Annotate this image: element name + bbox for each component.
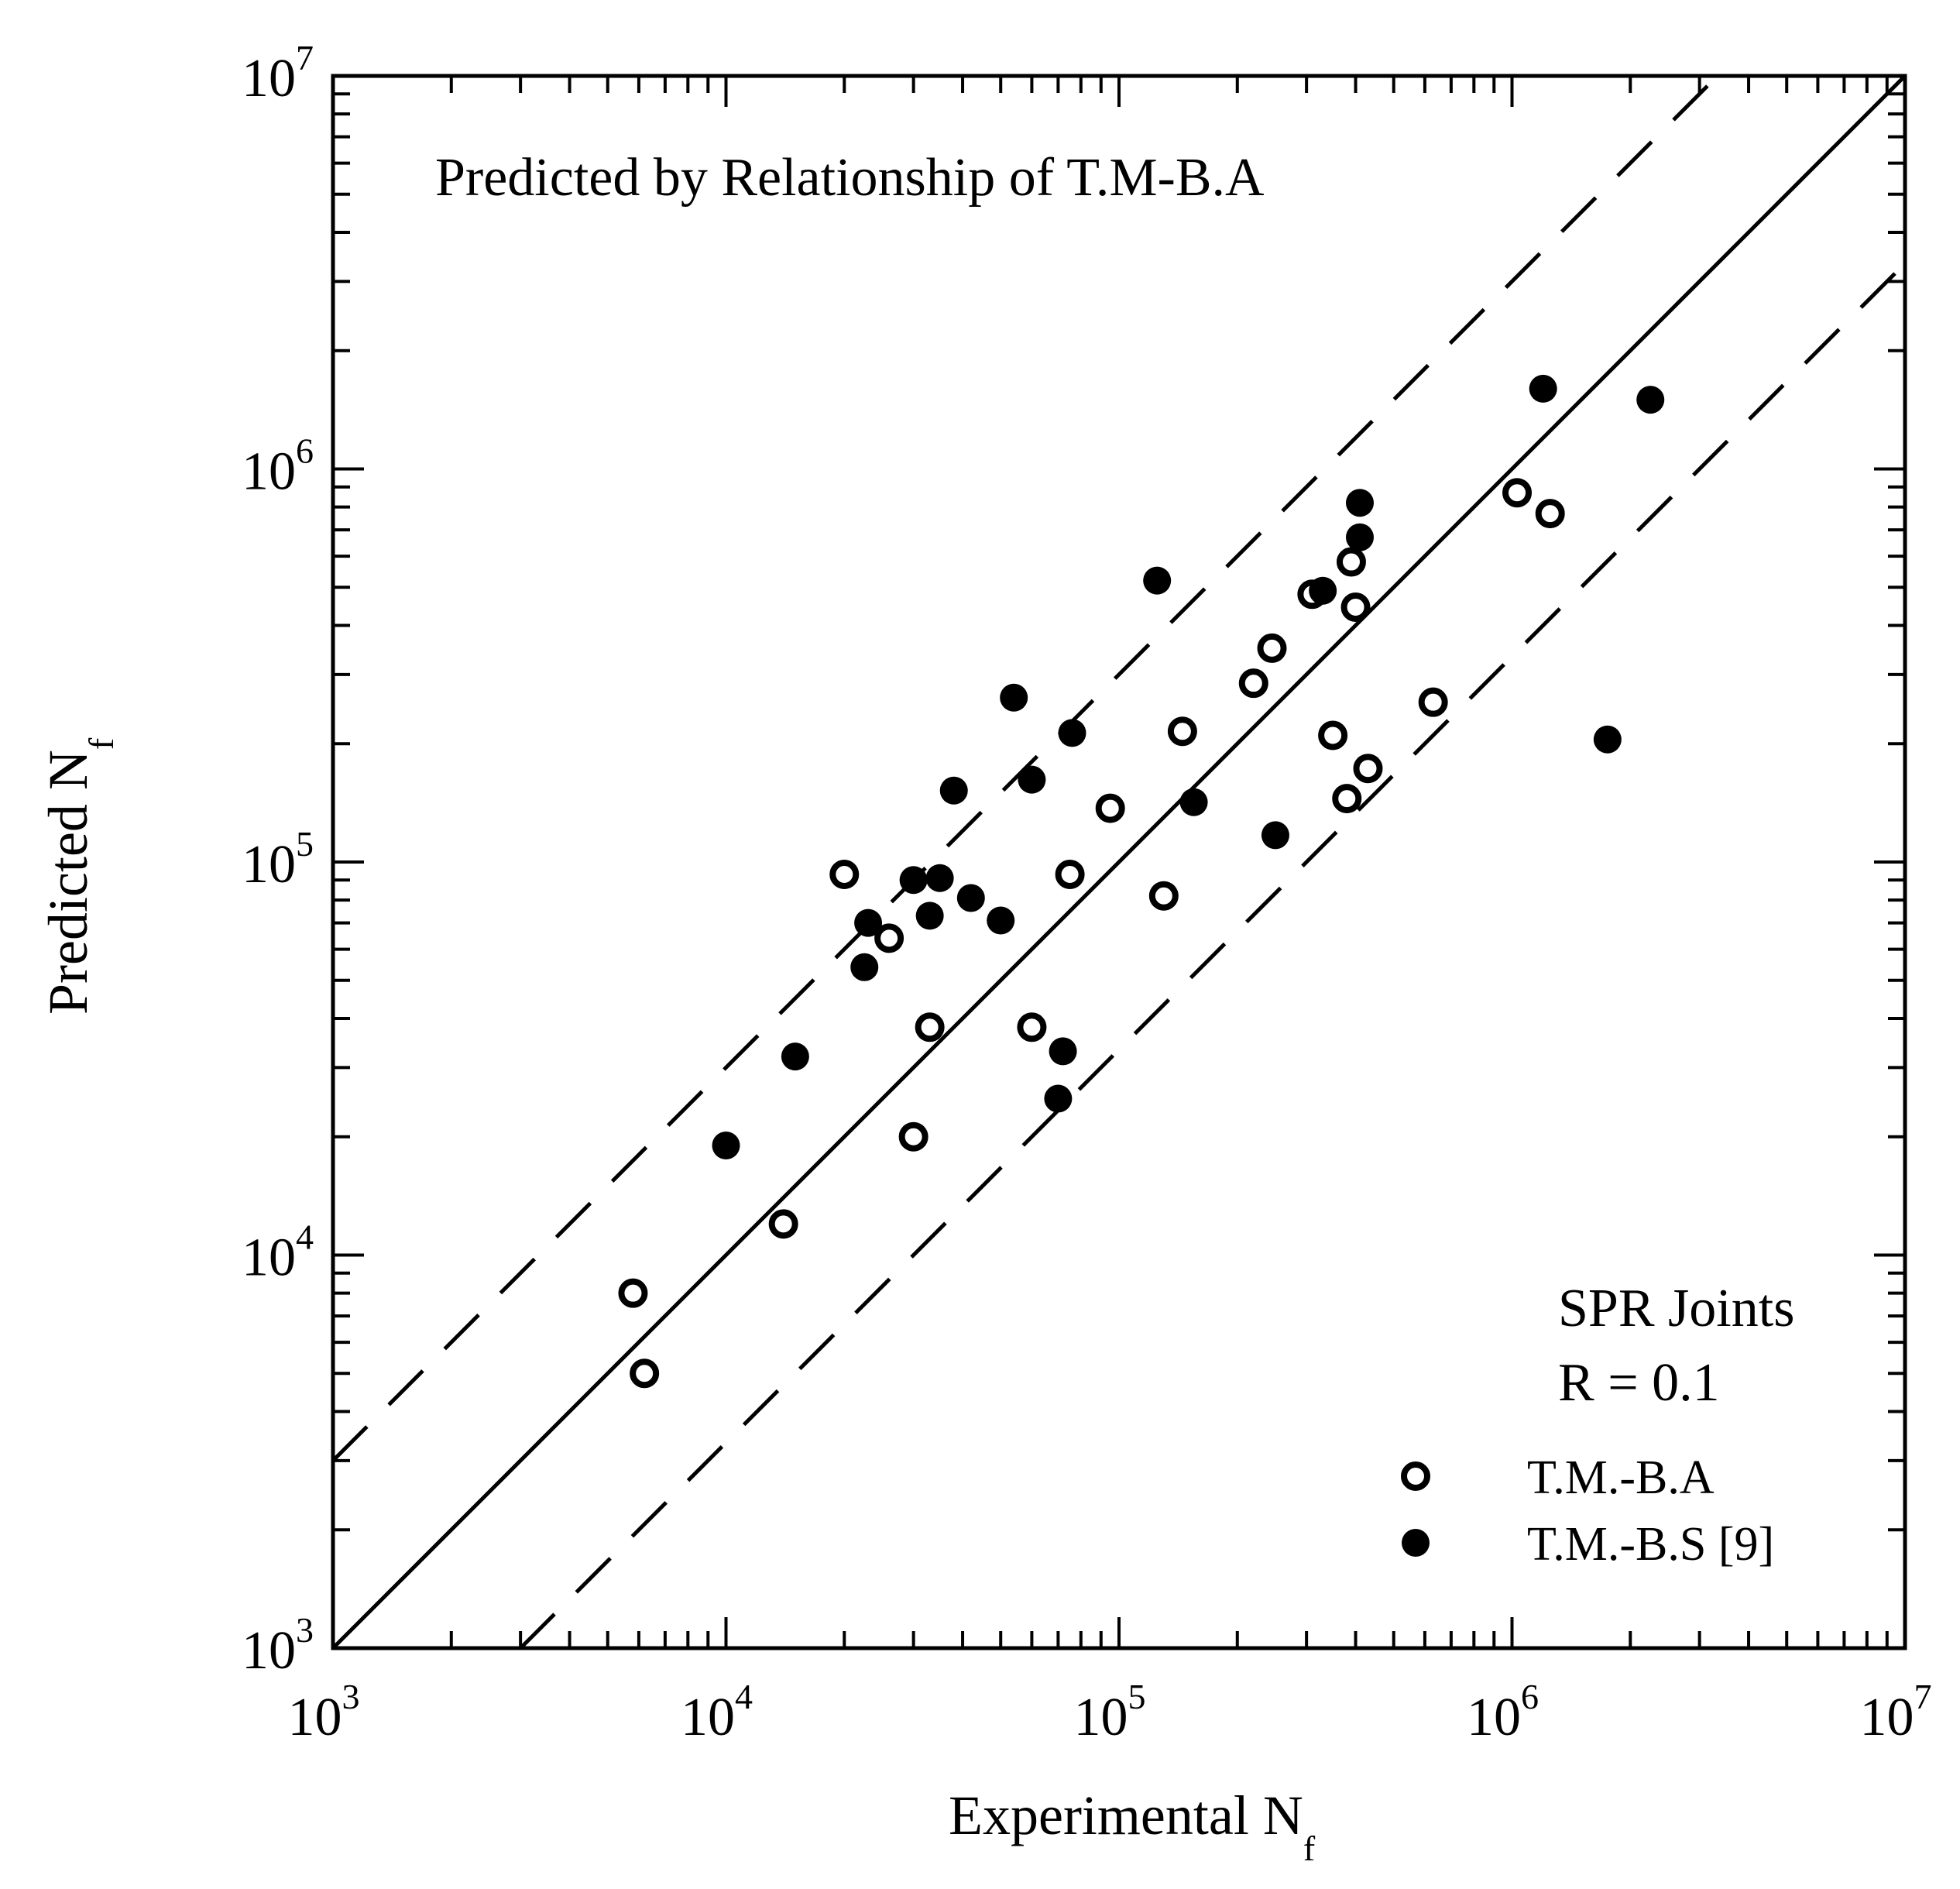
x-tick-label: 107 [1860,1677,1932,1747]
data-point-filled [956,884,985,912]
data-point-filled [1058,719,1086,747]
legend-label-tmbs: T.M.-B.S [9] [1527,1518,1774,1571]
data-point-filled [1529,374,1557,403]
data-point-open [829,859,860,889]
data-point-filled [1179,788,1208,816]
data-point-filled [915,902,944,930]
data-point-open [915,1012,945,1042]
data-point-open [768,1209,798,1239]
data-point-filled [1309,576,1337,605]
data-point-open [1148,881,1179,911]
x-tick-label: 105 [1074,1677,1146,1747]
data-point-filled [854,908,883,937]
y-tick-label: 107 [242,38,314,108]
y-tick-label: 106 [242,431,314,502]
legend-marker-filled-circle [1402,1529,1430,1557]
data-point-filled [987,906,1015,935]
factor-band-line [519,262,1907,1650]
data-point-open [1017,1012,1047,1042]
x-tick-label: 104 [681,1677,753,1747]
data-point-open [874,923,904,953]
chart-annotation: Predicted by Relationship of T.M-B.A [435,148,1265,208]
x-axis-label-main: Experimental N [949,1784,1303,1846]
data-point-open [1418,687,1448,717]
data-point-open [618,1278,648,1308]
data-point-open [1318,720,1348,750]
data-point-open [1336,547,1366,577]
line-of-equality [331,74,1907,1650]
legend: SPR Joints R = 0.1 T.M.-B.A T.M.-B.S [9] [1401,1279,1794,1571]
data-point-open [1535,499,1565,529]
x-tick-labels: 103 104 105 106 107 [288,1677,1932,1747]
data-point-open [1340,592,1371,622]
data-point-filled [1345,489,1374,517]
y-axis-label: Predicted Nf [37,737,121,1015]
series-tmbs [712,374,1665,1160]
y-tick-labels: 103 104 105 106 107 [242,38,314,1681]
x-axis-label-subscript: f [1303,1829,1316,1868]
data-point-filled [1636,386,1665,414]
x-tick-label: 106 [1467,1677,1539,1747]
data-point-filled [1593,725,1622,754]
data-point-filled [899,866,928,895]
data-point-open [898,1121,929,1152]
y-axis-label-main: Predicted N [37,750,99,1015]
data-point-open [1167,716,1197,747]
data-point-filled [939,776,968,805]
data-point-open [1257,633,1287,663]
data-point-open [630,1358,660,1389]
data-point-filled [781,1042,809,1071]
data-point-filled [925,864,954,892]
data-point-open [1502,478,1533,508]
data-point-filled [712,1132,740,1160]
data-point-open [1095,793,1125,823]
data-point-filled [1143,566,1172,595]
y-tick-label: 105 [242,824,314,895]
data-point-open [1353,754,1383,784]
legend-header-line-1: SPR Joints [1558,1279,1794,1338]
legend-marker-open-circle [1401,1461,1430,1491]
legend-header-line-2: R = 0.1 [1558,1353,1720,1413]
y-tick-label: 104 [242,1218,314,1288]
data-point-open [1332,784,1362,814]
y-tick-label: 103 [242,1610,314,1681]
x-axis-label: Experimental Nf [949,1784,1316,1868]
x-tick-label: 103 [288,1677,360,1747]
data-point-filled [1018,765,1046,794]
data-point-filled [1049,1037,1077,1066]
axis-ticks [333,76,1905,1648]
legend-label-tmba: T.M.-B.A [1527,1451,1715,1504]
y-axis-label-subscript: f [81,737,121,750]
data-point-filled [1000,683,1028,712]
data-point-filled [850,953,879,981]
data-point-filled [1261,821,1289,850]
data-point-open [1055,859,1085,889]
data-point-open [1238,668,1268,699]
series-tmba [618,478,1565,1389]
data-point-filled [1044,1084,1073,1113]
data-point-filled [1345,523,1374,551]
